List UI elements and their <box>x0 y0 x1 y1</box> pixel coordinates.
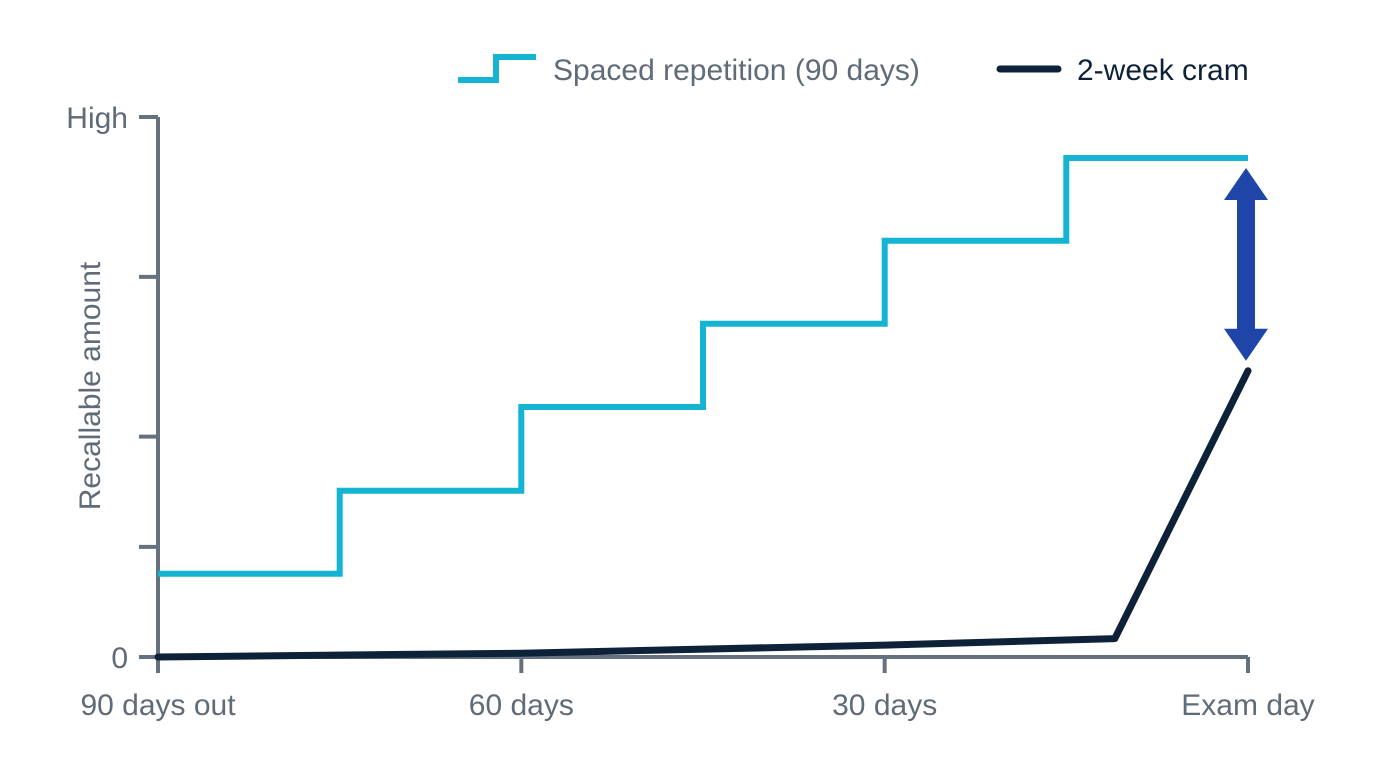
legend-label-cram: 2-week cram <box>1077 54 1249 87</box>
series-line-spaced-repetition <box>158 155 1248 577</box>
x-tick-label: 30 days <box>832 689 937 722</box>
gap-double-arrow <box>1224 168 1268 361</box>
x-tick-label: Exam day <box>1181 689 1314 722</box>
y-tick-label: High <box>66 102 128 135</box>
y-tick-label: 0 <box>111 642 128 675</box>
legend-label-spaced-repetition: Spaced repetition (90 days) <box>553 54 920 87</box>
annotation-layer <box>1224 168 1268 361</box>
x-tick-label: 60 days <box>469 689 574 722</box>
x-tick-label: 90 days out <box>80 689 236 722</box>
legend-swatch-spaced-repetition <box>458 54 536 83</box>
series-layer <box>154 155 1252 661</box>
y-axis-title: Recallable amount <box>74 261 107 510</box>
series-line-cram <box>154 367 1252 661</box>
axes: 0 High 90 days out 60 days 30 days Exam day <box>66 102 1314 722</box>
legend: Spaced repetition (90 days) 2-week cram <box>458 54 1249 87</box>
